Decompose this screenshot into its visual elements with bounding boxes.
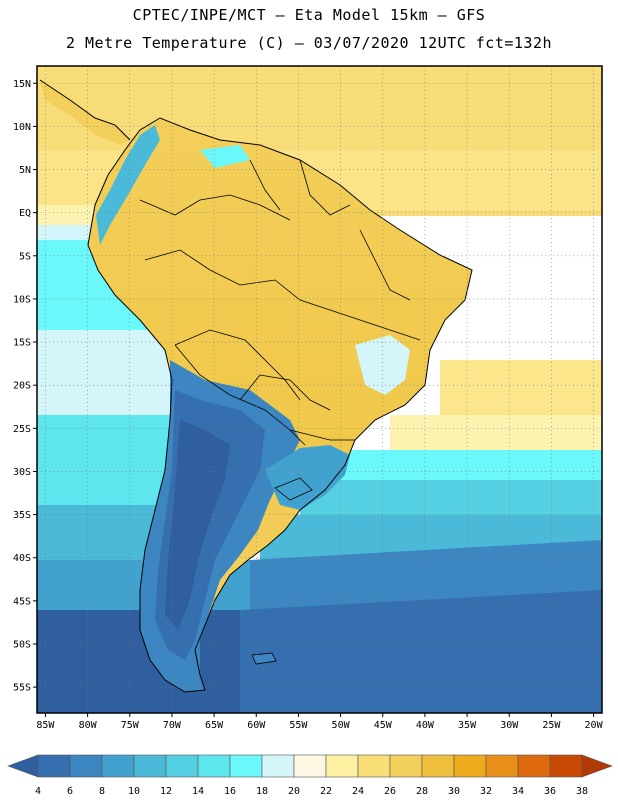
- lat-label: 50S: [13, 639, 31, 650]
- colorbar-label: 4: [35, 786, 41, 797]
- colorbar-swatch: [485, 754, 519, 778]
- colorbar-swatch: [389, 754, 423, 778]
- colorbar-swatch: [453, 754, 487, 778]
- lat-label: 40S: [13, 553, 31, 564]
- lon-label: 45W: [374, 720, 393, 731]
- lon-label: 60W: [247, 720, 266, 731]
- lat-label: 30S: [13, 467, 31, 478]
- lon-label: 35W: [458, 720, 477, 731]
- colorbar-label: 20: [288, 786, 300, 797]
- colorbar-swatch: [261, 754, 295, 778]
- colorbar-swatch: [325, 754, 359, 778]
- colorbar-label: 16: [224, 786, 236, 797]
- lon-label: 85W: [36, 720, 55, 731]
- colorbar-label: 32: [480, 786, 492, 797]
- lat-label: 25S: [13, 424, 31, 435]
- lat-label: 45S: [13, 596, 31, 607]
- lon-label: 80W: [79, 720, 98, 731]
- colorbar-swatch: [421, 754, 455, 778]
- colorbar-swatch: [133, 754, 167, 778]
- colorbar-label: 6: [67, 786, 73, 797]
- lon-label: 30W: [500, 720, 519, 731]
- colorbar-arrow-low: [7, 754, 39, 778]
- colorbar-label: 10: [128, 786, 140, 797]
- map-subtitle: 2 Metre Temperature (C) – 03/07/2020 12U…: [65, 34, 553, 52]
- colorbar-label: 12: [160, 786, 172, 797]
- colorbar-label: 18: [256, 786, 268, 797]
- lon-label: 20W: [585, 720, 604, 731]
- colorbar-label: 26: [384, 786, 396, 797]
- colorbar-swatch: [229, 754, 263, 778]
- lon-label: 50W: [332, 720, 351, 731]
- map-field: [37, 66, 602, 713]
- lon-label: 75W: [121, 720, 140, 731]
- colorbar-label: 36: [544, 786, 556, 797]
- lat-label: 15N: [13, 79, 31, 90]
- lon-label: 55W: [289, 720, 308, 731]
- temperature-colorbar: 4 6 8 10 12 14 16 18 20 22 24 26 28 30 32 34 36 38: [7, 754, 613, 797]
- lat-label: 5N: [19, 165, 31, 176]
- colorbar-swatch: [197, 754, 231, 778]
- colorbar-swatch: [165, 754, 199, 778]
- lon-label: 70W: [163, 720, 182, 731]
- map-title: CPTEC/INPE/MCT – Eta Model 15km – GFS: [132, 6, 486, 24]
- lat-label: 15S: [13, 338, 31, 349]
- colorbar-swatch: [549, 754, 583, 778]
- colorbar-label: 38: [576, 786, 588, 797]
- colorbar-swatch: [69, 754, 103, 778]
- lat-label: 10N: [13, 122, 31, 133]
- lat-label: EQ: [19, 208, 31, 219]
- colorbar-swatch: [293, 754, 327, 778]
- colorbar-swatch: [357, 754, 391, 778]
- lon-label: 65W: [205, 720, 224, 731]
- colorbar-arrow-high: [581, 754, 613, 778]
- colorbar-label: 22: [320, 786, 332, 797]
- colorbar-label: 34: [512, 786, 524, 797]
- map-frame: [36, 65, 603, 714]
- colorbar-label: 14: [192, 786, 204, 797]
- lat-label: 55S: [13, 683, 31, 694]
- colorbar-label: 24: [352, 786, 364, 797]
- colorbar-label: 30: [448, 786, 460, 797]
- colorbar-swatch: [517, 754, 551, 778]
- lat-label: 10S: [13, 294, 31, 305]
- lat-label: 20S: [13, 381, 31, 392]
- colorbar-label: 28: [416, 786, 428, 797]
- lon-label: 40W: [416, 720, 435, 731]
- lon-label: 25W: [542, 720, 561, 731]
- colorbar-swatch: [101, 754, 135, 778]
- lat-label: 5S: [19, 251, 31, 262]
- colorbar-label: 8: [99, 786, 105, 797]
- colorbar-swatch: [37, 754, 71, 778]
- lat-label: 35S: [13, 510, 31, 521]
